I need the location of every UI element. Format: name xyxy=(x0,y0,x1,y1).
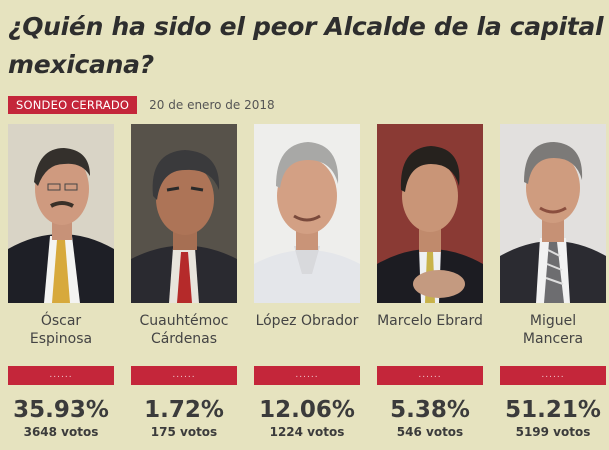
candidate-card-mancera[interactable]: Miguel Mancera ...... 51.21% 5199 votos xyxy=(500,124,606,439)
vote-count: 1224 votos xyxy=(269,425,345,439)
poll-meta: SONDEO CERRADO 20 de enero de 2018 xyxy=(8,96,275,114)
vote-count: 546 votos xyxy=(396,425,464,439)
candidate-card-cardenas[interactable]: Cuauhtémoc Cárdenas ...... 1.72% 175 vot… xyxy=(131,124,237,439)
candidate-name: López Obrador xyxy=(255,313,359,329)
vote-count: 175 votos xyxy=(150,425,218,439)
candidate-photo xyxy=(254,124,360,303)
vote-percent: 35.93% xyxy=(13,397,109,423)
candidate-name: Cuauhtémoc Cárdenas xyxy=(139,313,229,347)
vote-percent: 5.38% xyxy=(390,397,470,423)
candidate-name: Óscar Espinosa xyxy=(29,313,93,347)
vote-bar[interactable]: ...... xyxy=(8,366,114,385)
candidate-name: Miguel Mancera xyxy=(522,313,584,347)
vote-bar[interactable]: ...... xyxy=(131,366,237,385)
poll-title: ¿Quién ha sido el peor Alcalde de la cap… xyxy=(8,12,604,79)
vote-bar[interactable]: ...... xyxy=(377,366,483,385)
candidate-card-espinosa[interactable]: Óscar Espinosa ...... 35.93% 3648 votos xyxy=(8,124,114,439)
candidate-photo xyxy=(131,124,237,303)
candidate-card-ebrard[interactable]: Marcelo Ebrard ...... 5.38% 546 votos xyxy=(377,124,483,439)
candidate-card-lopez-obrador[interactable]: López Obrador ...... 12.06% 1224 votos xyxy=(254,124,360,439)
vote-count: 5199 votos xyxy=(515,425,591,439)
vote-percent: 51.21% xyxy=(505,397,601,423)
vote-percent: 1.72% xyxy=(144,397,224,423)
candidate-photo xyxy=(8,124,114,303)
candidate-photo xyxy=(377,124,483,303)
vote-bar[interactable]: ...... xyxy=(254,366,360,385)
status-badge: SONDEO CERRADO xyxy=(8,96,138,114)
vote-bar[interactable]: ...... xyxy=(500,366,606,385)
candidate-photo xyxy=(500,124,606,303)
vote-count: 3648 votos xyxy=(23,425,99,439)
candidate-name: Marcelo Ebrard xyxy=(377,313,483,329)
vote-percent: 12.06% xyxy=(259,397,355,423)
poll-date: 20 de enero de 2018 xyxy=(149,98,275,112)
